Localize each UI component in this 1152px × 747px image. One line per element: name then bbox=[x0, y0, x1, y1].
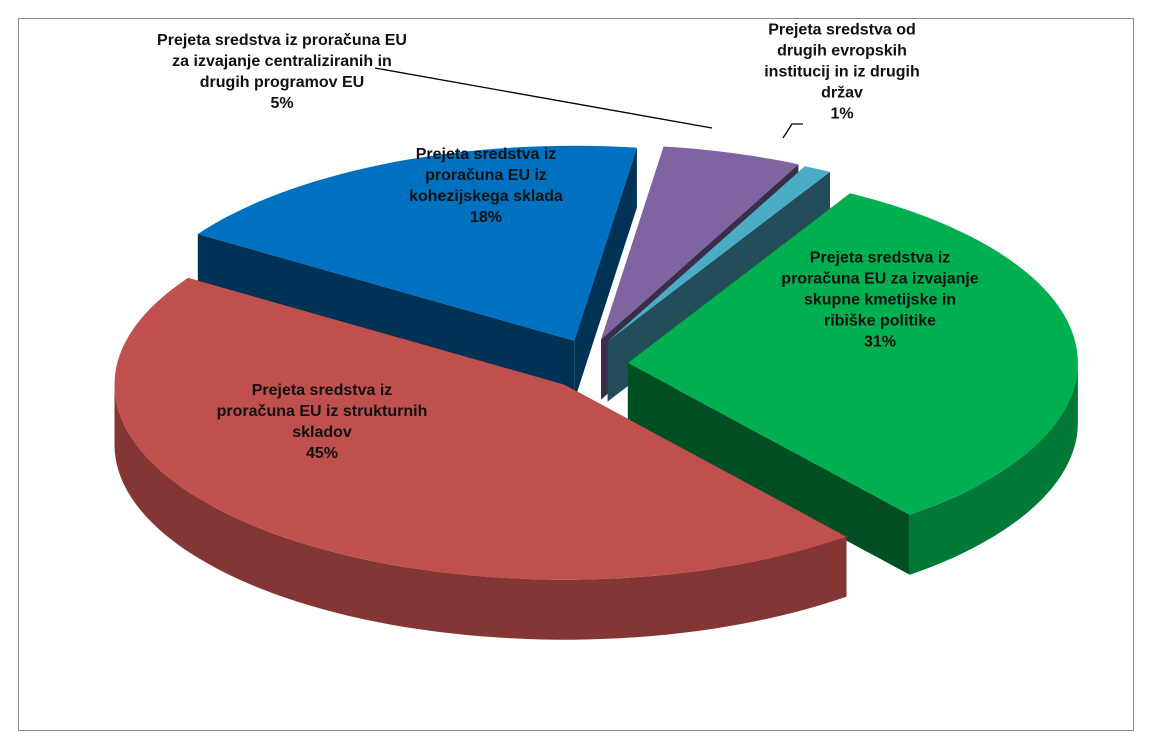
data-label: Prejeta sredstva iz proračuna EU za izva… bbox=[780, 248, 980, 353]
value-label: 18% bbox=[469, 209, 503, 226]
data-label: Prejeta sredstva iz proračuna EU iz stru… bbox=[212, 380, 432, 464]
category-label: Prejeta sredstva iz proračuna EU za izva… bbox=[781, 249, 979, 330]
category-label: Prejeta sredstva iz proračuna EU za izva… bbox=[157, 32, 407, 91]
slice bbox=[627, 193, 1078, 515]
leader-line bbox=[782, 123, 803, 139]
slice-cut-face bbox=[197, 234, 575, 401]
data-label: Prejeta sredstva iz proračuna EU iz kohe… bbox=[386, 144, 586, 228]
value-label: 5% bbox=[270, 95, 294, 112]
slice bbox=[114, 277, 847, 580]
slice-wall bbox=[114, 384, 847, 640]
slice-cut-face bbox=[574, 147, 637, 401]
category-label: Prejeta sredstva iz proračuna EU iz stru… bbox=[216, 382, 428, 441]
data-label: Prejeta sredstva iz proračuna EU za izva… bbox=[157, 30, 407, 114]
slice-wall bbox=[909, 362, 1078, 575]
slice bbox=[197, 145, 637, 341]
slice bbox=[607, 166, 830, 342]
category-label: Prejeta sredstva iz proračuna EU iz kohe… bbox=[409, 146, 563, 205]
value-label: 31% bbox=[863, 333, 897, 351]
leader-line bbox=[374, 67, 713, 129]
slice-cut-face bbox=[627, 362, 910, 575]
data-label: Prejeta sredstva od drugih evropskih ins… bbox=[742, 20, 942, 125]
slice bbox=[601, 146, 799, 340]
category-label: Prejeta sredstva od drugih evropskih ins… bbox=[764, 21, 920, 102]
value-label: 45% bbox=[305, 445, 339, 462]
chart-frame bbox=[18, 18, 1134, 731]
value-label: 1% bbox=[830, 105, 854, 123]
